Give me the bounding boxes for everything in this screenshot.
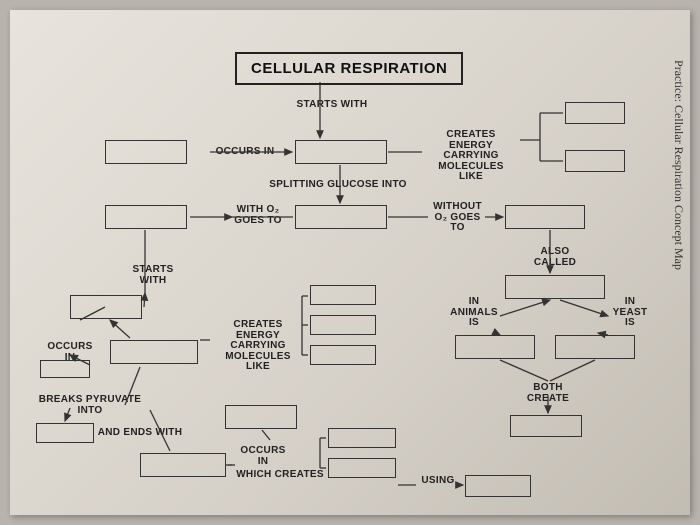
box-b_alcohol bbox=[555, 335, 635, 359]
box-b_both bbox=[510, 415, 582, 437]
box-b_ec2a bbox=[310, 285, 376, 305]
box-b_atp bbox=[328, 428, 396, 448]
box-b_ec1a bbox=[565, 102, 625, 124]
box-b_ec1b bbox=[565, 150, 625, 172]
box-b_lactic bbox=[455, 335, 535, 359]
box-b_etc bbox=[140, 453, 226, 477]
box-b_ec2c bbox=[310, 345, 376, 365]
label-inYeast: INYEASTIS bbox=[610, 297, 650, 329]
label-bothCreate: BOTH CREATE bbox=[513, 383, 583, 404]
label-breaksPyruvate: BREAKS PYRUVATE INTO bbox=[30, 395, 150, 416]
title-box: CELLULAR RESPIRATION bbox=[235, 52, 463, 85]
label-whichCreates: WHICH CREATES bbox=[235, 470, 325, 481]
label-andEndsWith: AND ENDS WITH bbox=[95, 428, 185, 439]
box-b_pyruvate bbox=[295, 205, 387, 229]
label-createsEnergy1: CREATES ENERGYCARRYINGMOLECULES LIKE bbox=[425, 130, 517, 183]
label-inAnimals: INANIMALSIS bbox=[450, 297, 498, 329]
worksheet-paper: Practice: Cellular Respiration Concept M… bbox=[10, 10, 690, 515]
box-b_acetyl bbox=[70, 295, 142, 319]
title-text: CELLULAR RESPIRATION bbox=[251, 60, 447, 77]
box-b_co2 bbox=[36, 423, 94, 443]
box-b_mito1 bbox=[110, 340, 198, 364]
label-using: USING bbox=[418, 476, 458, 487]
label-occursIn1: OCCURS IN bbox=[215, 147, 275, 158]
label-createsEnergy2: CREATES ENERGYCARRYINGMOLECULES LIKE bbox=[212, 320, 304, 373]
label-occursIn2: OCCURS IN bbox=[42, 342, 98, 363]
box-b_ec2b bbox=[310, 315, 376, 335]
box-b_glycolysis bbox=[295, 140, 387, 164]
label-startsWith1: STARTS WITH bbox=[292, 100, 372, 111]
label-startsWith2: STARTS WITH bbox=[118, 265, 188, 286]
side-title: Practice: Cellular Respiration Concept M… bbox=[671, 60, 686, 270]
label-alsoCalled: ALSO CALLED bbox=[520, 247, 590, 268]
box-b_anaerobic bbox=[505, 275, 605, 299]
label-withoutO2: WITHOUTO₂ GOESTO bbox=[430, 202, 485, 234]
box-b_atp2 bbox=[328, 458, 396, 478]
box-b_ferment bbox=[505, 205, 585, 229]
label-splitting: SPLITTING GLUCOSE INTO bbox=[268, 180, 408, 191]
label-withO2: WITH O₂GOES TO bbox=[233, 205, 283, 226]
box-b_o2 bbox=[465, 475, 531, 497]
label-occursIn3: OCCURS IN bbox=[235, 446, 291, 467]
box-b_cytoplasm bbox=[105, 140, 187, 164]
box-b_krebs bbox=[105, 205, 187, 229]
box-b_nadh bbox=[225, 405, 297, 429]
